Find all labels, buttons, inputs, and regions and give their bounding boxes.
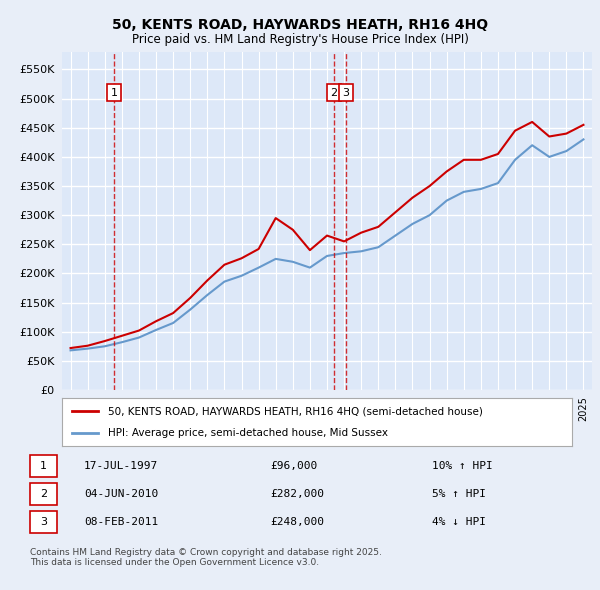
- Text: Contains HM Land Registry data © Crown copyright and database right 2025.
This d: Contains HM Land Registry data © Crown c…: [30, 548, 382, 568]
- Text: 3: 3: [343, 88, 349, 98]
- Text: £282,000: £282,000: [270, 489, 324, 499]
- Text: 04-JUN-2010: 04-JUN-2010: [84, 489, 158, 499]
- Text: 3: 3: [40, 517, 47, 527]
- Text: £96,000: £96,000: [270, 461, 317, 471]
- Text: 2: 2: [40, 489, 47, 499]
- Text: 4% ↓ HPI: 4% ↓ HPI: [432, 517, 486, 527]
- Text: 5% ↑ HPI: 5% ↑ HPI: [432, 489, 486, 499]
- Text: £248,000: £248,000: [270, 517, 324, 527]
- Text: 08-FEB-2011: 08-FEB-2011: [84, 517, 158, 527]
- Text: 10% ↑ HPI: 10% ↑ HPI: [432, 461, 493, 471]
- Text: 1: 1: [40, 461, 47, 471]
- Text: 50, KENTS ROAD, HAYWARDS HEATH, RH16 4HQ (semi-detached house): 50, KENTS ROAD, HAYWARDS HEATH, RH16 4HQ…: [108, 407, 483, 417]
- Text: 1: 1: [110, 88, 118, 98]
- Text: 17-JUL-1997: 17-JUL-1997: [84, 461, 158, 471]
- Text: HPI: Average price, semi-detached house, Mid Sussex: HPI: Average price, semi-detached house,…: [108, 428, 388, 438]
- Text: Price paid vs. HM Land Registry's House Price Index (HPI): Price paid vs. HM Land Registry's House …: [131, 33, 469, 46]
- Text: 50, KENTS ROAD, HAYWARDS HEATH, RH16 4HQ: 50, KENTS ROAD, HAYWARDS HEATH, RH16 4HQ: [112, 18, 488, 32]
- Text: 2: 2: [331, 88, 338, 98]
